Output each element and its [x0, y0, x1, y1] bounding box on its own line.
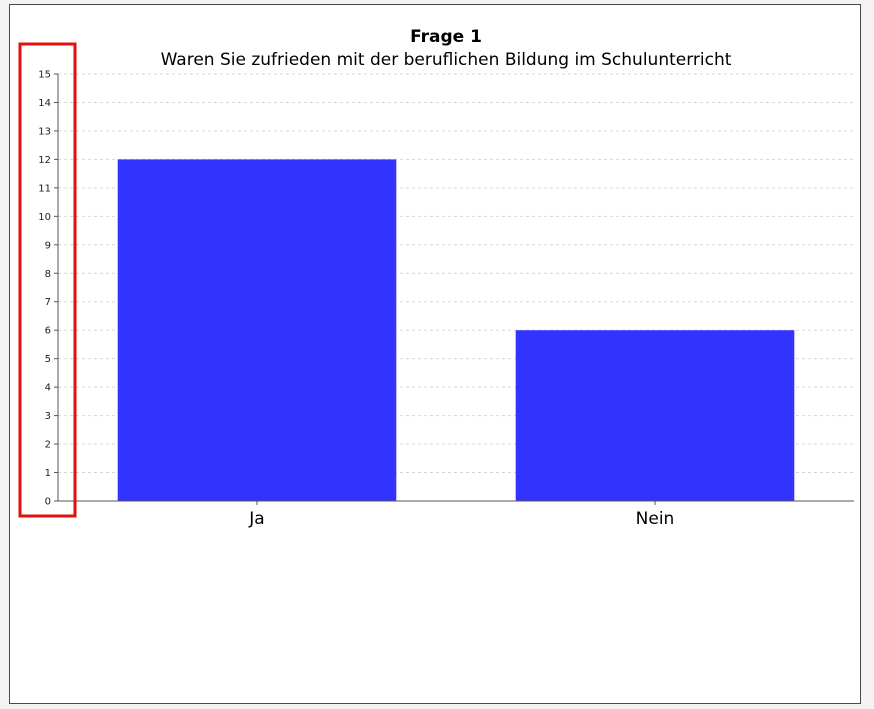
- y-tick-label: 8: [45, 269, 51, 280]
- axes: [57, 74, 854, 502]
- y-tick-label: 1: [45, 468, 51, 479]
- bar-nein: [515, 330, 795, 501]
- y-tick-label: 5: [45, 354, 51, 365]
- y-tick-label: 4: [45, 383, 51, 394]
- chart-subtitle: Waren Sie zufrieden mit der beruflichen …: [161, 50, 732, 70]
- y-tick-label: 12: [38, 155, 51, 166]
- x-category-label: Ja: [248, 509, 264, 529]
- y-tick-label: 13: [38, 126, 51, 137]
- y-tick-label: 2: [45, 440, 51, 451]
- y-tick-label: 10: [38, 212, 51, 223]
- y-tick-label: 15: [38, 70, 51, 81]
- y-tick-label: 14: [38, 98, 51, 109]
- x-axis-categories: Ja Nein: [248, 501, 674, 529]
- bar-ja: [117, 159, 397, 501]
- bars: [117, 159, 795, 501]
- y-tick-label: 3: [45, 411, 51, 422]
- x-category-label: Nein: [636, 509, 675, 529]
- chart-title: Frage 1: [410, 27, 482, 47]
- y-tick-label: 11: [38, 183, 51, 194]
- y-tick-label: 9: [45, 240, 51, 251]
- y-tick-label: 7: [45, 297, 51, 308]
- y-axis-highlight-box: [18, 42, 77, 518]
- y-tick-label: 6: [45, 326, 51, 337]
- y-tick-label: 0: [45, 497, 51, 508]
